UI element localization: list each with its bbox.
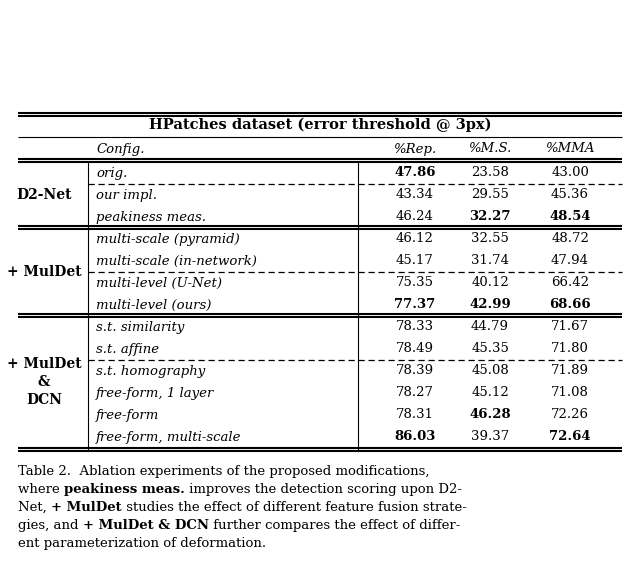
Text: free-form, multi-scale: free-form, multi-scale [96, 431, 241, 443]
Text: 78.49: 78.49 [396, 342, 434, 356]
Text: 78.33: 78.33 [396, 321, 434, 333]
Text: our impl.: our impl. [96, 188, 157, 201]
Text: + MulDet: + MulDet [6, 265, 81, 279]
Text: multi-level (ours): multi-level (ours) [96, 298, 211, 311]
Text: 31.74: 31.74 [471, 254, 509, 267]
Text: peakiness meas.: peakiness meas. [64, 483, 185, 496]
Text: 39.37: 39.37 [471, 431, 509, 443]
Text: 46.28: 46.28 [469, 408, 511, 422]
Text: 45.12: 45.12 [471, 387, 509, 400]
Text: 72.26: 72.26 [551, 408, 589, 422]
Text: 86.03: 86.03 [394, 431, 436, 443]
Text: studies the effect of different feature fusion strate-: studies the effect of different feature … [122, 501, 467, 514]
Text: 66.42: 66.42 [551, 277, 589, 290]
Text: ent parameterization of deformation.: ent parameterization of deformation. [18, 537, 266, 550]
Text: 45.17: 45.17 [396, 254, 434, 267]
Text: 48.72: 48.72 [551, 232, 589, 246]
Text: multi-level (U-Net): multi-level (U-Net) [96, 277, 222, 290]
Text: 68.66: 68.66 [549, 298, 591, 311]
Text: Table 2.  Ablation experiments of the proposed modifications,: Table 2. Ablation experiments of the pro… [18, 465, 429, 478]
Text: s.t. homography: s.t. homography [96, 364, 205, 377]
Text: 48.54: 48.54 [549, 211, 591, 223]
Text: 47.86: 47.86 [394, 167, 436, 180]
Text: %Rep.: %Rep. [394, 143, 436, 156]
Text: 32.27: 32.27 [469, 211, 511, 223]
Text: 71.67: 71.67 [551, 321, 589, 333]
Text: 45.36: 45.36 [551, 188, 589, 201]
Text: free-form, 1 layer: free-form, 1 layer [96, 387, 214, 400]
Text: + MulDet: + MulDet [51, 501, 122, 514]
Text: 45.08: 45.08 [471, 364, 509, 377]
Text: 42.99: 42.99 [469, 298, 511, 311]
Text: %M.S.: %M.S. [468, 143, 512, 156]
Text: 71.89: 71.89 [551, 364, 589, 377]
Text: 32.55: 32.55 [471, 232, 509, 246]
Text: 46.24: 46.24 [396, 211, 434, 223]
Text: Net,: Net, [18, 501, 51, 514]
Text: 77.37: 77.37 [394, 298, 436, 311]
Text: further compares the effect of differ-: further compares the effect of differ- [209, 519, 460, 532]
Text: 43.34: 43.34 [396, 188, 434, 201]
Text: 23.58: 23.58 [471, 167, 509, 180]
Text: D2-Net: D2-Net [16, 188, 72, 202]
Text: 43.00: 43.00 [551, 167, 589, 180]
Text: 47.94: 47.94 [551, 254, 589, 267]
Text: 78.31: 78.31 [396, 408, 434, 422]
Text: s.t. similarity: s.t. similarity [96, 321, 184, 333]
Text: HPatches dataset (error threshold @ 3px): HPatches dataset (error threshold @ 3px) [148, 118, 492, 132]
Text: 40.12: 40.12 [471, 277, 509, 290]
Text: peakiness meas.: peakiness meas. [96, 211, 206, 223]
Text: gies, and: gies, and [18, 519, 83, 532]
Text: where: where [18, 483, 64, 496]
Text: orig.: orig. [96, 167, 127, 180]
Text: + MulDet & DCN: + MulDet & DCN [83, 519, 209, 532]
Text: %MMA: %MMA [545, 143, 595, 156]
Text: multi-scale (pyramid): multi-scale (pyramid) [96, 232, 240, 246]
Text: + MulDet: + MulDet [6, 357, 81, 371]
Text: improves the detection scoring upon D2-: improves the detection scoring upon D2- [185, 483, 462, 496]
Text: 71.08: 71.08 [551, 387, 589, 400]
Text: 72.64: 72.64 [549, 431, 591, 443]
Text: &: & [38, 375, 51, 389]
Text: Config.: Config. [96, 143, 145, 156]
Text: 44.79: 44.79 [471, 321, 509, 333]
Text: multi-scale (in-network): multi-scale (in-network) [96, 254, 257, 267]
Text: 71.80: 71.80 [551, 342, 589, 356]
Text: 46.12: 46.12 [396, 232, 434, 246]
Text: 75.35: 75.35 [396, 277, 434, 290]
Text: free-form: free-form [96, 408, 159, 422]
Text: DCN: DCN [26, 393, 62, 407]
Text: s.t. affine: s.t. affine [96, 342, 159, 356]
Text: 45.35: 45.35 [471, 342, 509, 356]
Text: 78.27: 78.27 [396, 387, 434, 400]
Text: 29.55: 29.55 [471, 188, 509, 201]
Text: 78.39: 78.39 [396, 364, 434, 377]
